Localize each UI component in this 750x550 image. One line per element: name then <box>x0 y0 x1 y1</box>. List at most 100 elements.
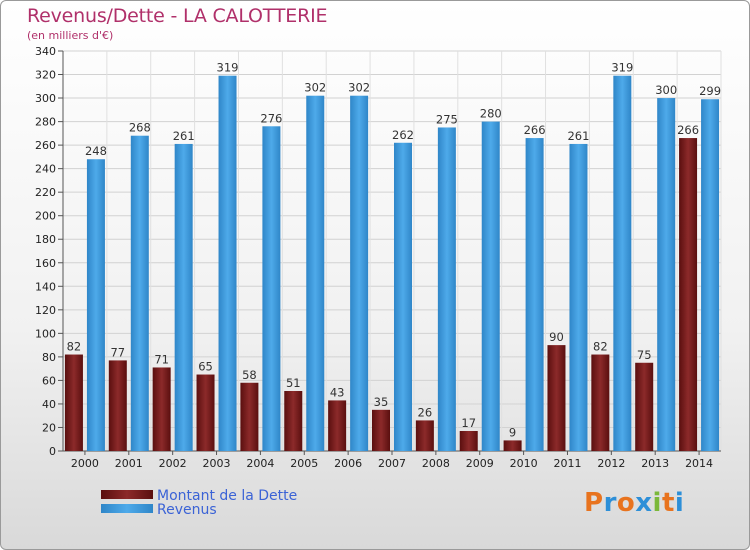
y-tick-label: 240 <box>35 163 56 176</box>
data-label: 9 <box>509 425 516 439</box>
proxiti-logo: Proxiti <box>584 488 684 518</box>
x-tick-label: 2010 <box>510 457 538 470</box>
data-label: 299 <box>699 84 721 98</box>
y-tick-label: 320 <box>35 69 56 82</box>
x-tick-label: 2011 <box>553 457 581 470</box>
y-tick-label: 0 <box>49 445 56 458</box>
axes <box>58 50 721 455</box>
data-label: 266 <box>677 123 699 137</box>
data-label: 319 <box>217 61 239 75</box>
dette-bar <box>591 354 610 451</box>
revenus-bar <box>86 159 105 451</box>
dette-bar <box>284 391 303 451</box>
x-tick-label: 2004 <box>246 457 274 470</box>
y-tick-label: 220 <box>35 186 56 199</box>
data-label: 71 <box>154 352 169 366</box>
y-tick-label: 280 <box>35 116 56 129</box>
data-label: 43 <box>330 385 345 399</box>
data-label: 35 <box>374 395 389 409</box>
dette-bar <box>547 345 566 451</box>
data-label: 261 <box>173 129 195 143</box>
revenus-bar <box>481 121 500 452</box>
bars <box>64 75 720 452</box>
data-label: 275 <box>436 112 458 126</box>
data-label: 77 <box>110 345 125 359</box>
y-tick-label: 100 <box>35 327 56 340</box>
revenus-bar <box>350 95 369 452</box>
y-tick-label: 180 <box>35 233 56 246</box>
data-label: 262 <box>392 128 414 142</box>
dette-bar <box>503 440 522 451</box>
data-label: 17 <box>461 416 476 430</box>
logo-letter: P <box>584 488 604 518</box>
data-label: 302 <box>348 81 370 95</box>
data-label: 268 <box>129 121 151 135</box>
x-tick-label: 2008 <box>422 457 450 470</box>
logo-letter: x <box>635 488 653 518</box>
dette-bar <box>372 409 390 451</box>
data-label: 248 <box>85 144 107 158</box>
data-label: 26 <box>418 405 433 419</box>
data-label: 90 <box>549 330 564 344</box>
chart-title: Revenus/Dette - LA CALOTTERIE <box>27 5 328 27</box>
dette-bar <box>459 431 478 451</box>
x-tick-label: 2012 <box>597 457 625 470</box>
dette-bar <box>679 138 698 451</box>
x-tick-label: 2006 <box>334 457 362 470</box>
dette-bar <box>196 374 215 451</box>
y-tick-label: 260 <box>35 139 56 152</box>
labels: 0 20 40 60 80 100 120 140 160 180 200 220 240 260 280 3… <box>35 45 721 470</box>
chart-subtitle: (en milliers d'€) <box>27 29 114 42</box>
y-tick-label: 340 <box>35 45 56 58</box>
y-tick-label: 140 <box>35 280 56 293</box>
data-label: 300 <box>655 83 677 97</box>
revenus-bar <box>437 127 456 452</box>
data-label: 266 <box>524 123 546 137</box>
x-tick-label: 2014 <box>685 457 713 470</box>
y-tick-label: 120 <box>35 304 56 317</box>
data-label: 82 <box>67 340 82 354</box>
revenus-bar <box>701 99 720 451</box>
data-label: 58 <box>242 368 257 382</box>
data-label: 302 <box>304 81 326 95</box>
logo-letter: o <box>616 488 636 518</box>
data-label: 319 <box>611 61 633 75</box>
dette-bar <box>240 382 259 451</box>
legend-label-revenus: Revenus <box>157 502 217 518</box>
legend-swatch-dette <box>101 490 153 499</box>
logo-letter: i <box>674 488 685 518</box>
revenus-bar <box>525 138 544 451</box>
x-tick-label: 2003 <box>203 457 231 470</box>
data-label: 51 <box>286 376 301 390</box>
dette-bar <box>108 360 127 451</box>
x-tick-label: 2001 <box>115 457 143 470</box>
revenus-bar <box>613 75 632 452</box>
x-tick-label: 2005 <box>290 457 318 470</box>
revenus-bar <box>218 75 237 452</box>
data-label: 65 <box>198 360 213 374</box>
dette-bar <box>635 362 654 451</box>
revenus-bar <box>657 98 676 451</box>
legend-label-dette: Montant de la Dette <box>157 488 297 504</box>
revenus-bar <box>394 142 412 451</box>
logo-letter: r <box>603 488 617 518</box>
data-label: 82 <box>593 340 608 354</box>
dette-bar <box>152 367 171 451</box>
data-label: 276 <box>260 111 282 125</box>
legend-swatch-revenus <box>101 504 153 513</box>
x-tick-label: 2013 <box>641 457 669 470</box>
data-label: 261 <box>567 129 589 143</box>
y-tick-label: 200 <box>35 210 56 223</box>
x-tick-label: 2009 <box>466 457 494 470</box>
data-label: 280 <box>480 107 502 121</box>
dette-bar <box>328 400 347 451</box>
y-tick-label: 20 <box>42 421 56 434</box>
revenus-bar <box>306 95 325 452</box>
y-tick-label: 80 <box>42 351 56 364</box>
dette-bar <box>415 420 434 451</box>
data-label: 75 <box>637 348 652 362</box>
y-tick-label: 160 <box>35 257 56 270</box>
